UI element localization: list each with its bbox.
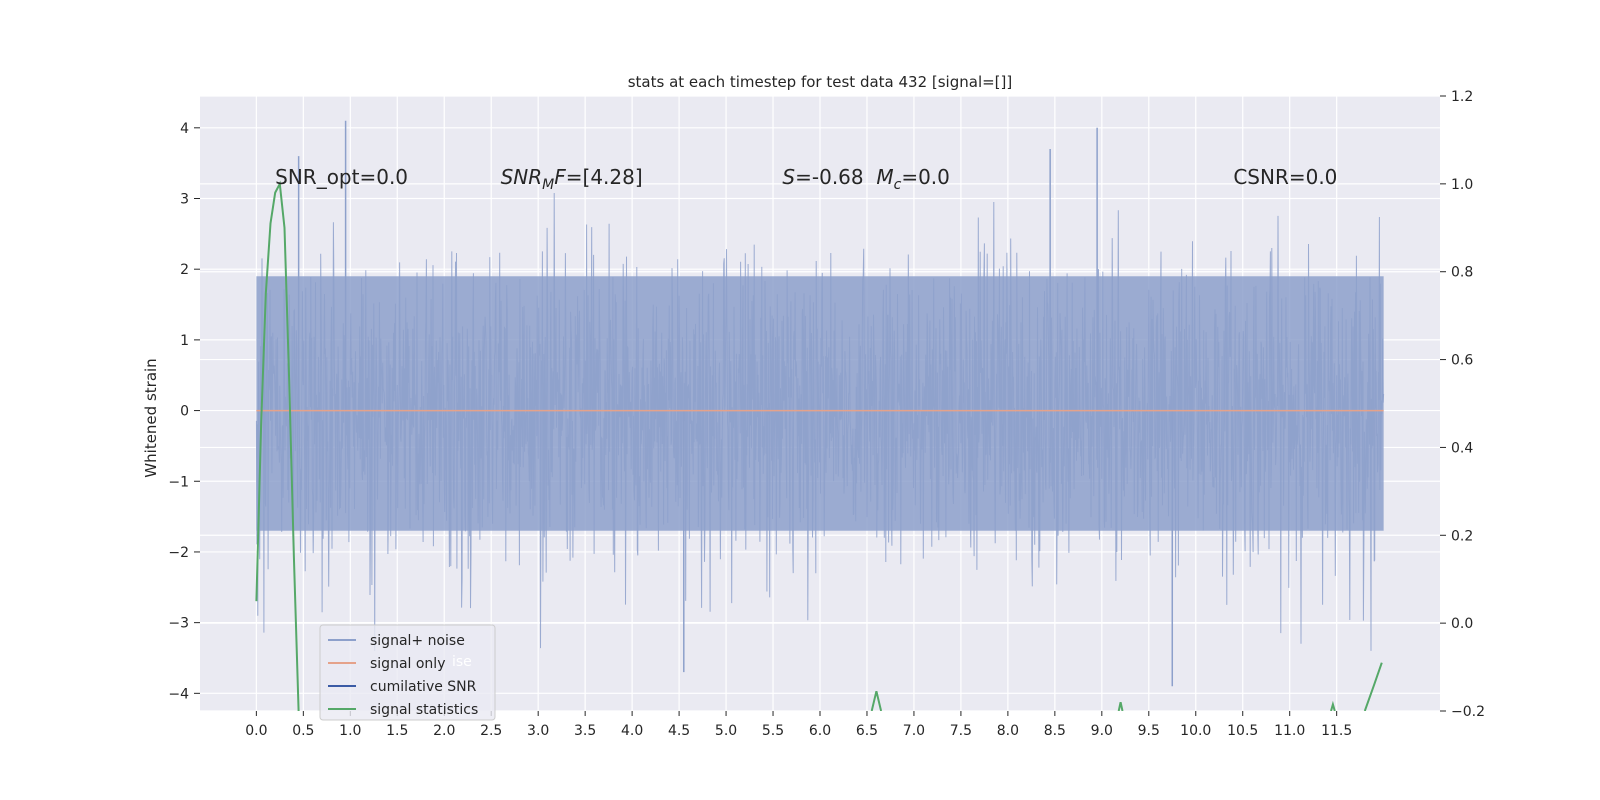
legend-label: signal statistics <box>370 702 478 718</box>
x-tick-label: 0.5 <box>292 723 314 739</box>
series-signal-statistics <box>255 180 1383 711</box>
x-tick-label: 10.0 <box>1180 723 1211 739</box>
y-tick-label: −2 <box>168 545 189 561</box>
signal-statistics-line <box>1363 662 1383 711</box>
y2-tick-label: 1.2 <box>1451 89 1473 105</box>
chart-title: stats at each timestep for test data 432… <box>628 73 1013 91</box>
x-tick-label: 2.5 <box>480 723 502 739</box>
y2-tick-label: 0.2 <box>1451 528 1473 544</box>
legend-label: signal+ noise <box>370 633 465 649</box>
x-tick-label: 8.5 <box>1044 723 1066 739</box>
x-tick-label: 10.5 <box>1227 723 1258 739</box>
y2-tick-label: −0.2 <box>1451 704 1485 720</box>
y-axis-right: 1.2 1.0 0.8 0.6 0.4 0.2 0.0 −0.2 <box>1440 89 1485 720</box>
y-tick-label: 3 <box>180 192 189 208</box>
legend-label: cumilative SNR <box>370 679 477 695</box>
y-tick-label: 2 <box>180 262 189 278</box>
x-tick-label: 9.5 <box>1138 723 1160 739</box>
noise-band <box>256 276 1384 531</box>
y-tick-label: 4 <box>180 121 189 137</box>
x-axis: 0.0 0.5 1.0 1.5 2.0 2.5 3.0 3.5 4.0 4.5 5.0 5.5 6.0 6… <box>245 711 1352 739</box>
x-tick-label: 11.0 <box>1274 723 1305 739</box>
signal-statistics-line <box>255 180 300 711</box>
y2-tick-label: 0.4 <box>1451 440 1473 456</box>
annotation-csnr: CSNR=0.0 <box>1233 165 1337 189</box>
signal-statistics-line <box>870 690 883 711</box>
legend-label: signal only <box>370 656 445 672</box>
x-tick-label: 2.0 <box>433 723 455 739</box>
annotation-snr-mf: SNRMF=[4.28] <box>501 165 643 193</box>
x-tick-label: 3.0 <box>527 723 549 739</box>
legend: ise signal+ noise signal only cumilative S… <box>319 624 496 721</box>
x-tick-label: 3.5 <box>574 723 596 739</box>
x-tick-label: 1.5 <box>386 723 408 739</box>
x-tick-label: 8.0 <box>997 723 1019 739</box>
x-tick-label: 0.0 <box>245 723 267 739</box>
x-tick-label: 7.0 <box>903 723 925 739</box>
y-tick-label: −1 <box>168 474 189 490</box>
y-tick-label: −3 <box>168 616 189 632</box>
series-signal-plus-noise <box>255 120 1385 687</box>
x-tick-label: 11.5 <box>1321 723 1352 739</box>
x-tick-label: 6.5 <box>856 723 878 739</box>
signal-statistics-line <box>1117 701 1124 711</box>
annotation-s-mc: S=-0.68 Mc=0.0 <box>782 165 949 193</box>
legend-ghost-text: ise <box>452 654 472 670</box>
legend-box <box>319 624 496 721</box>
x-tick-label: 5.0 <box>715 723 737 739</box>
x-tick-label: 4.0 <box>621 723 643 739</box>
annotation-snr-opt: SNR_opt=0.0 <box>275 165 408 189</box>
y2-tick-label: 0.8 <box>1451 265 1473 281</box>
y-tick-label: −4 <box>168 686 189 702</box>
signal-statistics-line <box>1330 700 1336 711</box>
y2-tick-label: 1.0 <box>1451 177 1473 193</box>
x-tick-label: 9.0 <box>1091 723 1113 739</box>
x-tick-label: 7.5 <box>950 723 972 739</box>
y-axis-label: Whitened strain <box>142 358 160 477</box>
x-tick-label: 1.0 <box>339 723 361 739</box>
x-tick-label: 4.5 <box>668 723 690 739</box>
y2-tick-label: 0.0 <box>1451 616 1473 632</box>
annotations: SNR_opt=0.0 SNRMF=[4.28] S=-0.68 Mc=0.0 CSN… <box>275 165 1337 193</box>
x-tick-label: 6.0 <box>809 723 831 739</box>
x-tick-label: 5.5 <box>762 723 784 739</box>
y-tick-label: 0 <box>180 404 189 420</box>
y-axis-left: 4 3 2 1 0 −1 −2 −3 −4 <box>168 121 200 702</box>
y-tick-label: 1 <box>180 333 189 349</box>
y2-tick-label: 0.6 <box>1451 353 1473 369</box>
